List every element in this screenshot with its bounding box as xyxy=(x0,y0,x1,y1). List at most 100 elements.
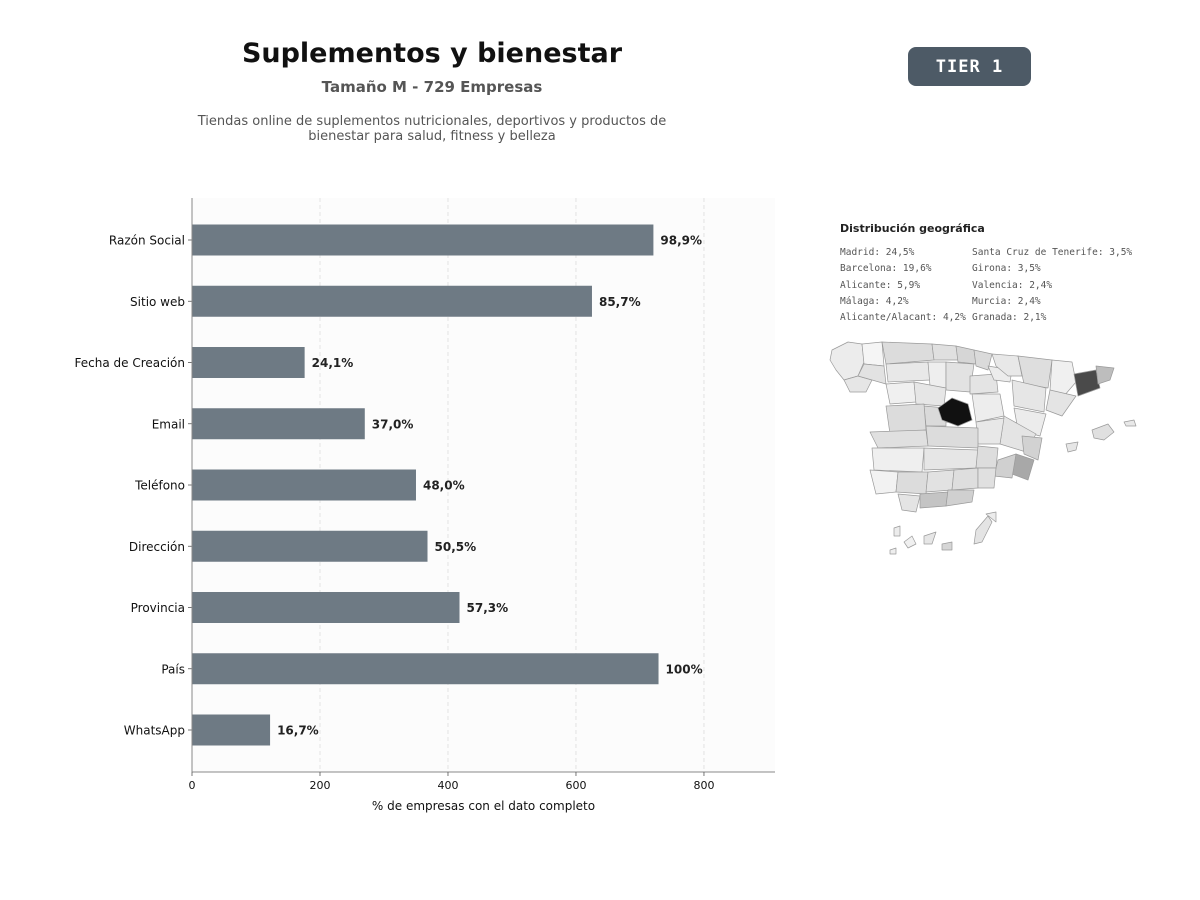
category-label: Dirección xyxy=(129,540,185,554)
bar xyxy=(192,714,271,746)
map-island xyxy=(973,515,993,545)
category-label: Fecha de Creación xyxy=(75,356,185,370)
map-province xyxy=(885,403,927,435)
map-province xyxy=(937,397,973,427)
map-province xyxy=(971,393,1005,423)
map-province xyxy=(955,345,977,365)
category-label: Sitio web xyxy=(130,295,185,309)
map-province xyxy=(885,381,917,405)
tier-badge: TIER 1 xyxy=(908,47,1031,86)
bar xyxy=(192,347,305,378)
map-island xyxy=(1091,423,1115,441)
map-province xyxy=(1021,435,1043,461)
map-province xyxy=(931,343,959,361)
category-label: Email xyxy=(152,417,185,431)
map-province xyxy=(1049,359,1077,397)
geo-item: Murcia: 2,4% xyxy=(972,295,1041,307)
map-province xyxy=(969,373,999,395)
x-tick-label: 400 xyxy=(437,779,458,792)
bar xyxy=(192,530,428,562)
x-tick-label: 800 xyxy=(693,779,714,792)
data-label: 37,0% xyxy=(372,417,414,431)
geo-item: Málaga: 4,2% xyxy=(840,295,909,307)
geo-item: Barcelona: 19,6% xyxy=(840,263,932,275)
map-province xyxy=(881,341,935,365)
geo-item: Girona: 3,5% xyxy=(972,263,1041,275)
map-island xyxy=(893,525,901,537)
bar xyxy=(192,469,416,501)
map-province xyxy=(973,349,993,371)
map-island xyxy=(1065,441,1079,453)
map-province xyxy=(843,375,873,393)
geo-item: Santa Cruz de Tenerife: 3,5% xyxy=(972,247,1133,258)
map-province xyxy=(977,467,997,489)
data-label: 57,3% xyxy=(467,601,509,615)
map-island xyxy=(941,541,953,551)
bar xyxy=(192,408,365,440)
map-province xyxy=(1073,369,1101,397)
page-subtitle: Tamaño M - 729 Empresas xyxy=(321,78,543,96)
map-province xyxy=(1011,379,1047,413)
map-province xyxy=(869,469,899,495)
map-province xyxy=(975,445,999,469)
x-tick-label: 200 xyxy=(309,779,330,792)
map-province xyxy=(871,447,925,473)
data-label: 50,5% xyxy=(435,540,477,554)
spain-provinces-map xyxy=(829,341,1137,555)
map-province xyxy=(1095,365,1115,385)
x-tick-label: 0 xyxy=(189,779,196,792)
data-label: 16,7% xyxy=(277,724,319,738)
category-label: Provincia xyxy=(131,601,185,615)
category-label: Razón Social xyxy=(109,234,185,248)
geo-item: Granada: 2,1% xyxy=(972,312,1047,324)
map-island xyxy=(985,511,997,523)
geo-title: Distribución geográfica xyxy=(840,222,985,235)
geo-item: Alicante: 5,9% xyxy=(840,279,921,291)
map-province xyxy=(927,361,947,389)
map-province xyxy=(975,417,1005,445)
map-island xyxy=(903,535,917,549)
map-province xyxy=(857,363,887,385)
category-label: Teléfono xyxy=(134,479,185,493)
data-label: 85,7% xyxy=(599,295,641,309)
map-province xyxy=(925,425,979,449)
map-province xyxy=(897,493,921,513)
map-island xyxy=(923,531,937,545)
category-label: WhatsApp xyxy=(124,724,185,738)
bar xyxy=(192,653,659,685)
page-title: Suplementos y bienestar xyxy=(241,38,623,69)
x-tick-label: 600 xyxy=(565,779,586,792)
geo-item: Alicante/Alacant: 4,2% xyxy=(840,312,966,324)
geo-column-right: Santa Cruz de Tenerife: 3,5% Girona: 3,5… xyxy=(972,245,1132,326)
geo-column-left: Madrid: 24,5% Barcelona: 19,6% Alicante:… xyxy=(840,245,972,326)
description-line: bienestar para salud, fitness y belleza xyxy=(308,129,556,144)
map-province xyxy=(923,447,979,471)
bar xyxy=(192,592,460,623)
map-province xyxy=(1017,355,1053,389)
map-province xyxy=(861,341,885,367)
sector-description: Tiendas online de suplementos nutriciona… xyxy=(192,114,672,144)
map-province xyxy=(991,353,1023,377)
map-province xyxy=(919,491,949,509)
data-label: 48,0% xyxy=(423,479,465,493)
geo-distribution-panel: Distribución geográfica Madrid: 24,5% Ba… xyxy=(840,222,1180,326)
description-line: Tiendas online de suplementos nutriciona… xyxy=(197,114,667,129)
bar xyxy=(192,224,654,256)
x-axis-label: % de empresas con el dato completo xyxy=(372,799,595,813)
category-label: País xyxy=(161,662,185,676)
data-label: 98,9% xyxy=(660,234,702,248)
map-province xyxy=(1045,389,1077,417)
map-province xyxy=(951,467,979,491)
map-province xyxy=(895,471,929,495)
map-province xyxy=(925,469,955,493)
map-province xyxy=(945,489,975,507)
geo-item: Valencia: 2,4% xyxy=(972,279,1053,291)
map-island xyxy=(1123,419,1137,427)
data-label: 100% xyxy=(666,662,703,676)
map-province xyxy=(869,429,929,449)
bar xyxy=(192,285,592,317)
geo-item: Madrid: 24,5% xyxy=(840,247,915,258)
data-label: 24,1% xyxy=(312,356,354,370)
map-island xyxy=(889,547,897,555)
